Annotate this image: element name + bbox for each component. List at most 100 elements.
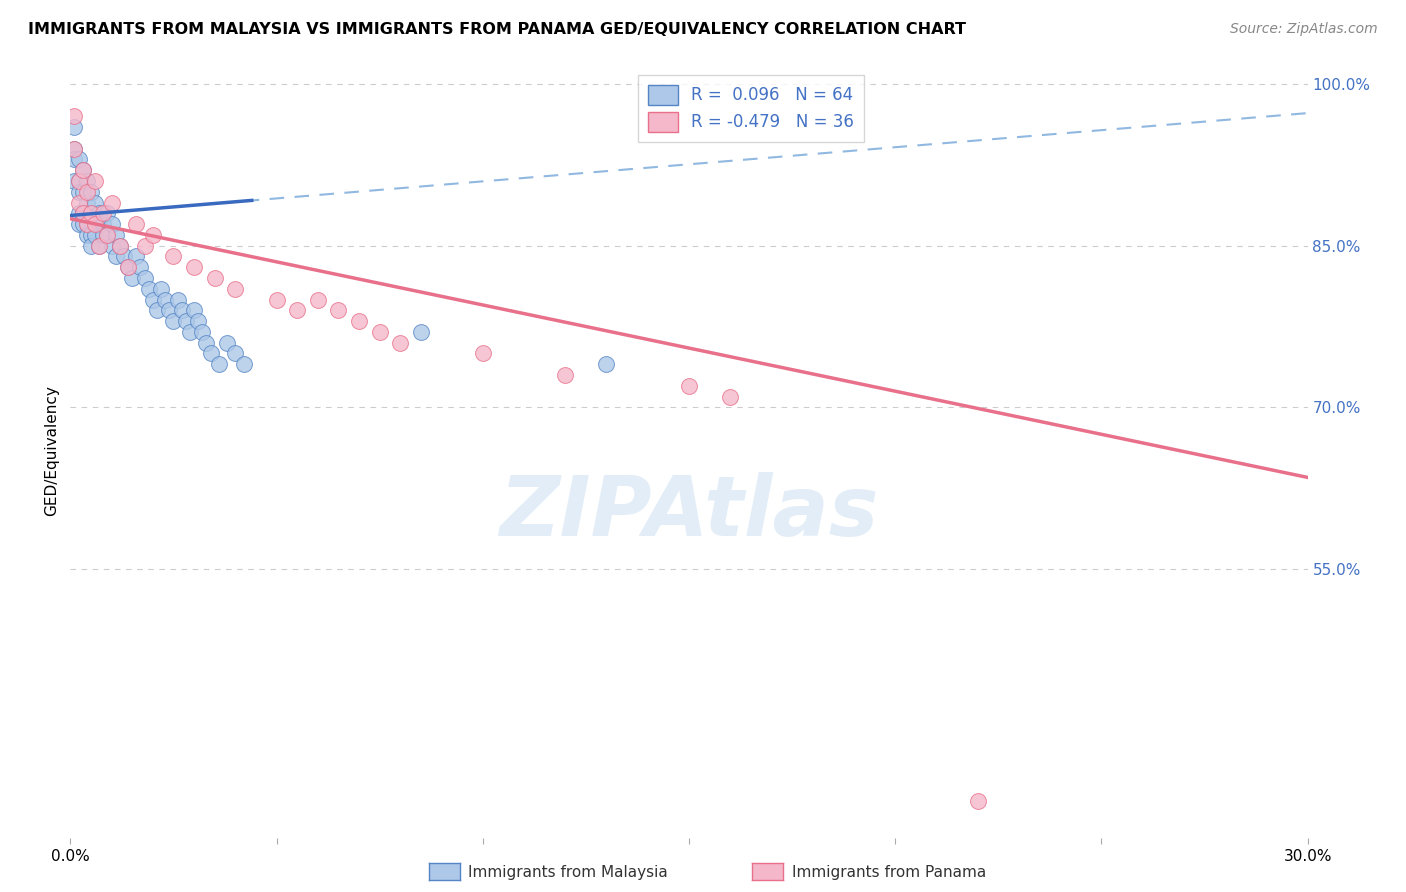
Point	[215, 335, 238, 350]
Point	[157, 303, 180, 318]
Point	[76, 217, 98, 231]
Point	[67, 195, 90, 210]
Text: ZIPAtlas: ZIPAtlas	[499, 472, 879, 553]
Point	[67, 174, 90, 188]
Point	[195, 335, 218, 350]
Point	[91, 217, 114, 231]
Point	[80, 238, 103, 252]
Point	[108, 238, 131, 252]
Point	[232, 357, 254, 371]
Text: IMMIGRANTS FROM MALAYSIA VS IMMIGRANTS FROM PANAMA GED/EQUIVALENCY CORRELATION C: IMMIGRANTS FROM MALAYSIA VS IMMIGRANTS F…	[28, 22, 966, 37]
Y-axis label: GED/Equivalency: GED/Equivalency	[44, 385, 59, 516]
Point	[104, 227, 127, 242]
Point	[67, 153, 90, 167]
Point	[96, 227, 118, 242]
Point	[146, 303, 169, 318]
Point	[678, 378, 700, 392]
Point	[183, 260, 205, 275]
Point	[80, 227, 103, 242]
Point	[183, 303, 205, 318]
Point	[554, 368, 576, 382]
Point	[84, 217, 107, 231]
Point	[76, 195, 98, 210]
Point	[285, 303, 308, 318]
Point	[191, 325, 214, 339]
Point	[112, 250, 135, 264]
Text: Immigrants from Malaysia: Immigrants from Malaysia	[468, 865, 668, 880]
Point	[966, 794, 988, 808]
Point	[63, 120, 86, 135]
Point	[166, 293, 188, 307]
Point	[67, 206, 90, 220]
Point	[100, 217, 122, 231]
Point	[174, 314, 197, 328]
Point	[307, 293, 329, 307]
Point	[63, 109, 86, 123]
Point	[142, 227, 165, 242]
Point	[142, 293, 165, 307]
Point	[67, 185, 90, 199]
Point	[409, 325, 432, 339]
Point	[117, 260, 139, 275]
Point	[117, 260, 139, 275]
Point	[72, 163, 94, 178]
Point	[63, 142, 86, 156]
Point	[67, 217, 90, 231]
Point	[72, 185, 94, 199]
Point	[63, 174, 86, 188]
Point	[84, 217, 107, 231]
Point	[162, 250, 184, 264]
Point	[347, 314, 370, 328]
Point	[471, 346, 494, 360]
Point	[125, 250, 148, 264]
Point	[76, 217, 98, 231]
Point	[595, 357, 617, 371]
Point	[125, 217, 148, 231]
Point	[162, 314, 184, 328]
Point	[179, 325, 201, 339]
Point	[266, 293, 288, 307]
Point	[138, 282, 160, 296]
Point	[67, 174, 90, 188]
Point	[134, 238, 156, 252]
Point	[80, 206, 103, 220]
Text: Source: ZipAtlas.com: Source: ZipAtlas.com	[1230, 22, 1378, 37]
Point	[63, 153, 86, 167]
Point	[224, 346, 246, 360]
Point	[134, 271, 156, 285]
Point	[208, 357, 231, 371]
Point	[89, 206, 111, 220]
Point	[72, 217, 94, 231]
Point	[89, 238, 111, 252]
Text: Immigrants from Panama: Immigrants from Panama	[792, 865, 986, 880]
Legend: R =  0.096   N = 64, R = -0.479   N = 36: R = 0.096 N = 64, R = -0.479 N = 36	[638, 75, 863, 142]
Point	[328, 303, 350, 318]
Point	[96, 227, 118, 242]
Point	[200, 346, 222, 360]
Point	[76, 174, 98, 188]
Point	[224, 282, 246, 296]
Point	[89, 217, 111, 231]
Point	[96, 206, 118, 220]
Point	[389, 335, 412, 350]
Point	[76, 185, 98, 199]
Point	[84, 174, 107, 188]
Point	[72, 163, 94, 178]
Point	[91, 227, 114, 242]
Point	[63, 142, 86, 156]
Point	[89, 238, 111, 252]
Point	[104, 250, 127, 264]
Point	[76, 227, 98, 242]
Point	[718, 390, 741, 404]
Point	[84, 227, 107, 242]
Point	[108, 238, 131, 252]
Point	[72, 206, 94, 220]
Point	[153, 293, 176, 307]
Point	[100, 195, 122, 210]
Point	[150, 282, 173, 296]
Point	[204, 271, 226, 285]
Point	[80, 185, 103, 199]
Point	[72, 206, 94, 220]
Point	[84, 195, 107, 210]
Point	[187, 314, 209, 328]
